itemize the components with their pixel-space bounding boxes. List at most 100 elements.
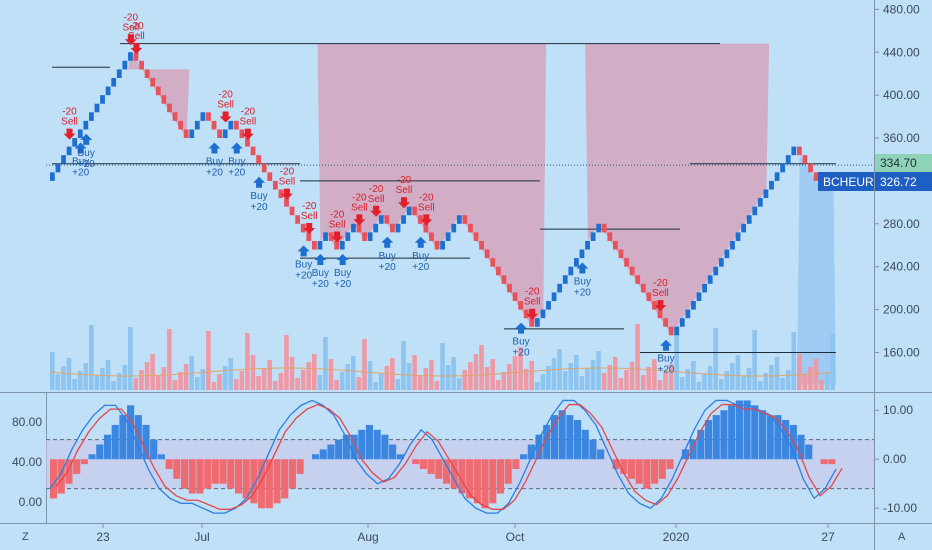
renko-brick-up: [551, 292, 557, 302]
buy-signal: Buy+20: [334, 253, 352, 290]
buy-signal: Buy+20: [312, 253, 329, 290]
renko-brick-up: [791, 146, 797, 156]
osc-hist-pos: [111, 424, 119, 460]
sell-arrow-icon: [219, 111, 232, 123]
volume-bar: [640, 375, 646, 390]
sell-label: Sell: [368, 194, 385, 205]
time-tick-label: 27: [821, 530, 835, 544]
volume-bar: [629, 362, 635, 390]
osc-right-tick-label: -10.00: [883, 501, 917, 515]
renko-brick-down: [155, 86, 161, 96]
volume-bar: [830, 334, 835, 390]
time-tick-label: Aug: [357, 530, 378, 544]
osc-hist-neg: [458, 459, 466, 494]
renko-brick-down: [362, 232, 367, 241]
sell-label: Sell: [524, 297, 541, 308]
volume-bar: [824, 372, 830, 390]
renko-brick-down: [507, 283, 512, 293]
volume-bar: [334, 380, 339, 390]
volume-bar: [501, 372, 507, 390]
renko-brick-up: [679, 318, 685, 327]
sell-qty: -20: [369, 184, 384, 195]
osc-hist-neg: [80, 459, 88, 465]
renko-brick-down: [652, 301, 657, 310]
osc-hist-pos: [581, 429, 589, 460]
volume-bar: [183, 364, 189, 390]
volume-bar: [289, 357, 295, 390]
osc-hist-neg: [820, 459, 828, 465]
osc-hist-pos: [589, 439, 597, 460]
sell-arrow-icon: [280, 188, 293, 200]
volume-bar: [574, 355, 579, 390]
auto-scale-toggle[interactable]: A: [898, 531, 906, 543]
volume-bar: [696, 382, 702, 390]
volume-bar: [791, 332, 796, 390]
volume-bar: [373, 382, 378, 390]
buy-arrow-icon: [230, 142, 243, 154]
volume-bar: [757, 381, 763, 390]
volume-bar: [601, 373, 607, 390]
buy-qty: +20: [513, 348, 530, 359]
renko-brick-up: [763, 189, 769, 199]
buy-label: Buy: [72, 156, 89, 167]
renko-brick-down: [462, 215, 468, 224]
buy-arrow-icon: [414, 236, 427, 248]
osc-hist-pos: [96, 444, 104, 460]
renko-brick-up: [194, 120, 200, 130]
osc-hist-neg: [504, 459, 512, 484]
buy-signal: Buy+20: [250, 176, 268, 213]
renko-brick-up: [200, 112, 206, 121]
sell-qty: -20: [330, 210, 345, 221]
buy-signal: Buy+20: [295, 245, 313, 281]
renko-brick-down: [284, 198, 289, 207]
renko-brick-up: [128, 52, 133, 61]
timezone-toggle[interactable]: Z: [22, 531, 29, 543]
osc-hist-neg: [165, 459, 173, 470]
volume-bar: [585, 368, 590, 390]
sell-arrow-icon: [331, 231, 344, 243]
volume-bar: [456, 378, 462, 390]
volume-bar: [406, 363, 412, 390]
buy-arrow-icon: [381, 236, 394, 248]
volume-bar: [546, 366, 551, 390]
price-tick-label: 360.00: [883, 131, 920, 145]
renko-brick-up: [351, 223, 356, 233]
volume-bar: [128, 327, 133, 390]
volume-bar: [551, 358, 557, 390]
renko-brick-down: [501, 275, 507, 284]
osc-hist-neg: [658, 459, 666, 479]
renko-brick-up: [77, 129, 83, 139]
volume-bar: [50, 352, 55, 390]
buy-arrow-icon: [576, 262, 589, 274]
renko-brick-up: [691, 301, 696, 310]
renko-brick-down: [607, 232, 613, 241]
renko-brick-down: [150, 77, 156, 87]
renko-brick-up: [406, 206, 412, 216]
osc-hist-pos: [743, 400, 751, 460]
renko-brick-down: [306, 232, 312, 241]
renko-brick-up: [72, 138, 78, 147]
volume-bar: [211, 382, 217, 390]
renko-brick-up: [317, 240, 323, 250]
volume-bar: [77, 371, 83, 390]
renko-brick-down: [239, 129, 245, 139]
renko-brick-up: [456, 215, 462, 224]
volume-bar: [763, 373, 769, 390]
renko-brick-down: [245, 138, 250, 147]
buy-signal: Buy+20: [228, 142, 246, 178]
renko-brick-up: [83, 120, 89, 130]
renko-brick-down: [490, 258, 496, 267]
osc-hist-pos: [751, 405, 759, 460]
sell-label: Sell: [122, 22, 139, 33]
volume-bar: [562, 371, 568, 390]
osc-hist-neg: [419, 459, 427, 470]
volume-bar: [200, 369, 206, 390]
osc-left-tick-label: 80.00: [12, 415, 42, 429]
osc-hist-pos: [543, 424, 551, 460]
symbol-label: BCHEUR: [823, 175, 874, 189]
oscillator-layer: 10.00 0.00 -10.00 80.00 40.00 0.00: [12, 399, 917, 515]
renko-brick-down: [657, 309, 663, 319]
